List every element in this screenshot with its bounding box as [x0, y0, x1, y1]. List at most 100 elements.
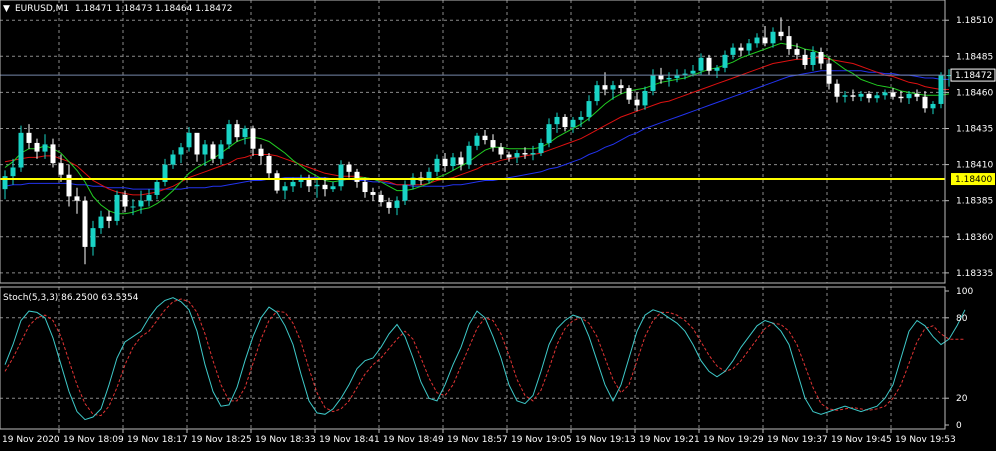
- bull-candle[interactable]: [138, 200, 144, 207]
- bull-candle[interactable]: [242, 128, 248, 138]
- bull-candle[interactable]: [18, 132, 24, 168]
- bull-candle[interactable]: [586, 101, 592, 117]
- bull-candle[interactable]: [930, 103, 936, 109]
- bear-candle[interactable]: [346, 164, 352, 172]
- bear-candle[interactable]: [618, 85, 624, 89]
- bull-candle[interactable]: [130, 206, 136, 208]
- bear-candle[interactable]: [266, 155, 272, 174]
- bull-candle[interactable]: [90, 228, 96, 247]
- bear-candle[interactable]: [82, 200, 88, 247]
- bull-candle[interactable]: [514, 153, 520, 158]
- bear-candle[interactable]: [706, 57, 712, 71]
- bull-candle[interactable]: [906, 93, 912, 99]
- bull-candle[interactable]: [858, 93, 864, 97]
- stochastic-pane[interactable]: Stoch(5,3,3) 86.2500 63.5354: [0, 286, 966, 430]
- bull-candle[interactable]: [226, 124, 232, 145]
- bear-candle[interactable]: [778, 31, 784, 37]
- bull-candle[interactable]: [98, 216, 104, 229]
- bull-candle[interactable]: [474, 135, 480, 146]
- bear-candle[interactable]: [362, 181, 368, 193]
- bull-candle[interactable]: [466, 145, 472, 165]
- bull-candle[interactable]: [218, 144, 224, 159]
- bear-candle[interactable]: [210, 144, 216, 159]
- bull-candle[interactable]: [730, 47, 736, 55]
- bull-candle[interactable]: [690, 70, 696, 74]
- bear-candle[interactable]: [354, 171, 360, 182]
- bull-candle[interactable]: [290, 181, 296, 187]
- bull-candle[interactable]: [2, 176, 8, 190]
- bear-candle[interactable]: [506, 154, 512, 158]
- bear-candle[interactable]: [50, 144, 56, 164]
- bear-candle[interactable]: [634, 99, 640, 106]
- bull-candle[interactable]: [674, 75, 680, 78]
- bear-candle[interactable]: [794, 49, 800, 55]
- bull-candle[interactable]: [714, 67, 720, 71]
- bear-candle[interactable]: [234, 124, 240, 138]
- bull-candle[interactable]: [154, 181, 160, 195]
- bear-candle[interactable]: [922, 96, 928, 109]
- time-axis[interactable]: 19 Nov 2020 19 Nov 18:09 19 Nov 18:17 19 No…: [2, 429, 956, 445]
- bull-candle[interactable]: [682, 73, 688, 76]
- candles[interactable]: [2, 17, 952, 265]
- bull-candle[interactable]: [698, 57, 704, 71]
- bull-candle[interactable]: [450, 157, 456, 167]
- bull-candle[interactable]: [882, 92, 888, 96]
- bear-candle[interactable]: [498, 147, 504, 155]
- bull-candle[interactable]: [10, 167, 16, 177]
- bear-candle[interactable]: [250, 128, 256, 149]
- bear-candle[interactable]: [898, 96, 904, 99]
- bull-candle[interactable]: [186, 132, 192, 148]
- bull-candle[interactable]: [610, 85, 616, 90]
- bear-candle[interactable]: [786, 36, 792, 50]
- bull-candle[interactable]: [770, 31, 776, 44]
- bear-candle[interactable]: [834, 83, 840, 97]
- bull-candle[interactable]: [842, 95, 848, 97]
- bear-candle[interactable]: [386, 202, 392, 208]
- bear-candle[interactable]: [826, 63, 832, 84]
- bull-candle[interactable]: [666, 77, 672, 80]
- bull-candle[interactable]: [874, 95, 880, 99]
- bull-candle[interactable]: [314, 184, 320, 187]
- bull-candle[interactable]: [746, 43, 752, 51]
- price-pane[interactable]: ▼ EURUSD,M1 1.18471 1.18473 1.18464 1.18…: [0, 0, 952, 284]
- bull-candle[interactable]: [578, 116, 584, 120]
- bear-candle[interactable]: [850, 95, 856, 97]
- bull-candle[interactable]: [178, 147, 184, 155]
- bull-candle[interactable]: [426, 171, 432, 181]
- triangle-down-icon[interactable]: ▼: [3, 4, 10, 14]
- bear-candle[interactable]: [482, 135, 488, 141]
- bull-candle[interactable]: [546, 124, 552, 143]
- bull-candle[interactable]: [42, 144, 48, 152]
- bear-candle[interactable]: [562, 116, 568, 128]
- bull-candle[interactable]: [754, 37, 760, 44]
- bull-candle[interactable]: [330, 186, 336, 190]
- bull-candle[interactable]: [202, 144, 208, 155]
- price-axis[interactable]: 1.18510 1.18485 1.18460 1.18435 1.18410 1.183…: [945, 16, 996, 279]
- bull-candle[interactable]: [146, 194, 152, 201]
- bear-candle[interactable]: [442, 158, 448, 167]
- bull-candle[interactable]: [570, 119, 576, 128]
- bull-candle[interactable]: [170, 154, 176, 165]
- bull-candle[interactable]: [162, 164, 168, 182]
- bull-candle[interactable]: [298, 179, 304, 182]
- bear-candle[interactable]: [738, 47, 744, 51]
- bear-candle[interactable]: [106, 216, 112, 221]
- bear-candle[interactable]: [274, 173, 280, 191]
- bull-candle[interactable]: [530, 153, 536, 155]
- bull-candle[interactable]: [338, 164, 344, 187]
- bear-candle[interactable]: [458, 157, 464, 165]
- bear-candle[interactable]: [306, 179, 312, 187]
- bull-candle[interactable]: [946, 75, 952, 77]
- bull-candle[interactable]: [402, 184, 408, 201]
- bull-candle[interactable]: [722, 54, 728, 68]
- bull-candle[interactable]: [114, 194, 120, 221]
- bear-candle[interactable]: [658, 75, 664, 80]
- bull-candle[interactable]: [282, 186, 288, 191]
- bear-candle[interactable]: [66, 174, 72, 197]
- bull-candle[interactable]: [410, 177, 416, 185]
- bear-candle[interactable]: [890, 92, 896, 97]
- bull-candle[interactable]: [394, 200, 400, 208]
- bear-candle[interactable]: [34, 142, 40, 152]
- bull-candle[interactable]: [650, 75, 656, 91]
